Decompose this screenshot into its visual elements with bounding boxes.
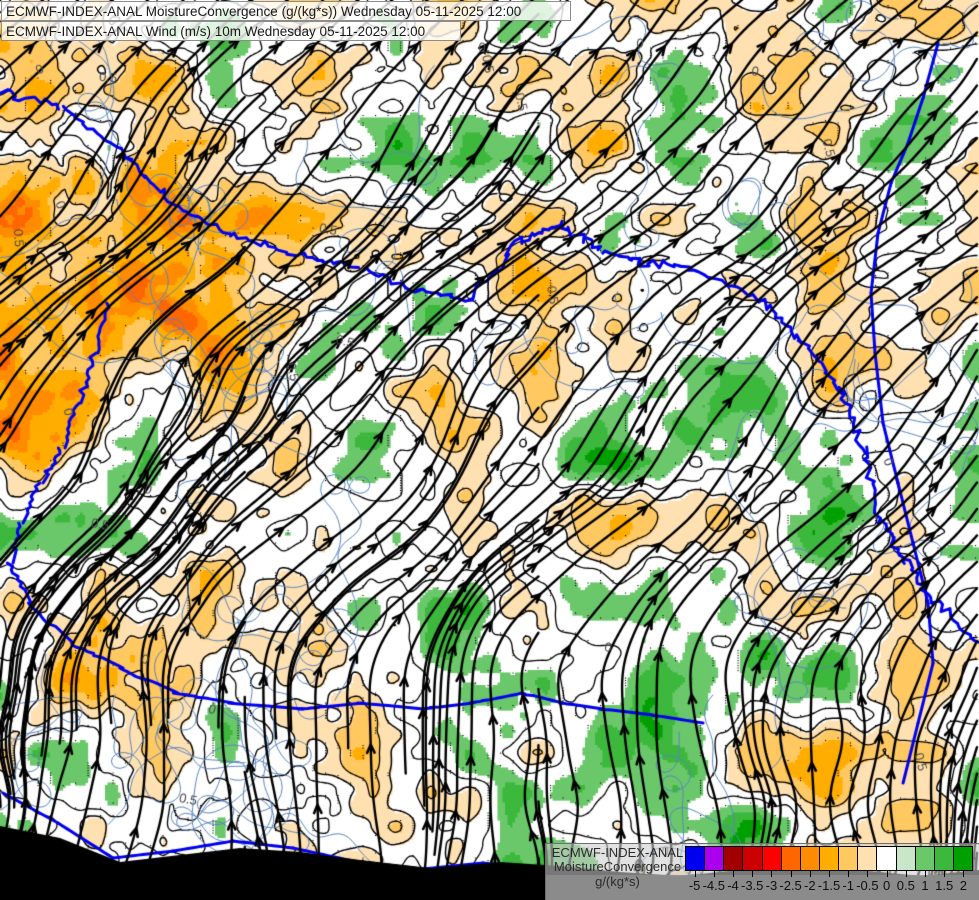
colorbar-tick [809,871,811,877]
colorbar-tick-label: -2.5 [779,878,802,893]
colorbar-tick [771,871,773,877]
colorbar-tick-label: -4.5 [702,878,725,893]
colorbar-tick [694,871,696,877]
colorbar-tick-label: 1 [921,878,929,893]
colorbar-swatch-1 [705,847,725,870]
colorbar-tick [829,871,830,877]
map-title-wind: ECMWF-INDEX-ANAL Wind (m/s) 10m Wednesda… [1,21,461,41]
colorbar-swatch-9 [858,847,878,870]
colorbar-swatches[interactable] [685,846,973,871]
map-title-moisture-convergence: ECMWF-INDEX-ANAL MoistureConvergence (g/… [1,1,571,21]
colorbar-tick [752,871,754,877]
colorbar-swatch-5 [781,847,801,870]
colorbar-swatch-4 [762,847,782,870]
colorbar-tick [790,871,792,877]
colorbar-swatch-3 [743,847,763,870]
colorbar-tick-label: 2 [959,878,968,893]
colorbar-tick-label: -2 [804,878,816,893]
colorbar-tick-label: -0.5 [856,878,879,893]
colorbar-tick [867,871,869,877]
colorbar-tick-label: -3.5 [740,878,764,893]
colorbar-swatch-13 [934,847,954,870]
legend-field-label: MoistureConvergence [553,859,682,874]
colorbar-tick-label: 0 [882,878,891,893]
colorbar-tick-labels: -5 -4.5 -4 -3.5 -3 -2.5 -2 -1.5 -1 -0.5 0 0.5 1 1.5 2 [685,875,973,899]
colorbar-tick [944,871,946,877]
colorbar-swatch-0 [686,847,706,870]
colorbar-swatch-11 [896,847,916,870]
legend-units-label: g/(kg*s) [595,874,640,889]
colorbar-swatch-7 [819,847,840,870]
colorbar-tick [905,871,907,877]
colorbar-legend: ECMWF-INDEX-ANAL MoistureConvergence g/(… [545,843,979,900]
colorbar-swatch-12 [915,847,935,870]
colorbar-tick [848,871,850,877]
colorbar-swatch-10 [877,847,897,870]
colorbar-tick-label: -4 [727,878,739,893]
legend-model-label: ECMWF-INDEX-ANAL [551,845,684,860]
colorbar-tick-label: -1.5 [817,878,841,893]
colorbar-swatch-8 [839,847,859,870]
colorbar-tick [925,871,926,877]
colorbar-tick [886,871,888,877]
colorbar-tick-label: -3 [765,878,778,893]
colorbar-tick-label: -5 [688,878,701,893]
legend-lower-panel [546,875,979,900]
colorbar-swatch-14 [953,847,973,870]
colorbar-swatch-6 [800,847,820,870]
colorbar-tick-label: 1.5 [935,878,954,893]
colorbar-tick [963,871,965,877]
colorbar-tick-label: 0.5 [896,878,915,893]
colorbar-ticks [685,871,973,877]
colorbar-swatch-2 [724,847,744,870]
colorbar-tick-label: -1 [842,878,854,893]
colorbar-tick [733,871,734,877]
colorbar-tick [713,871,715,877]
